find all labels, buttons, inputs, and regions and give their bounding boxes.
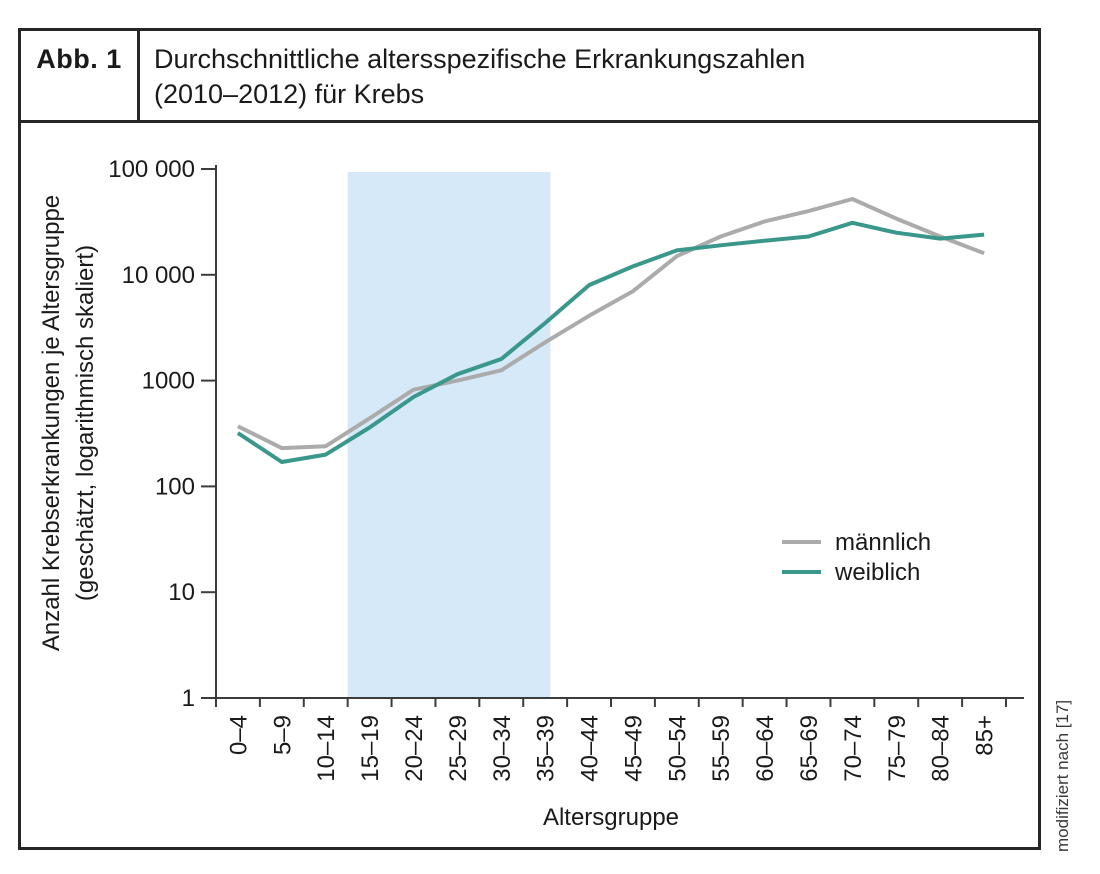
chart-area: 100 000 10 000 1000 100 10 1 0–4 5–9 10–14 15–19 2… xyxy=(21,123,1038,847)
figure-title: Durchschnittliche altersspezifische Erkr… xyxy=(140,31,1038,120)
x-tick-label: 85+ xyxy=(972,715,999,756)
x-tick-label: 20–24 xyxy=(401,715,428,782)
highlight-band xyxy=(347,172,551,698)
x-tick-label: 25–29 xyxy=(445,715,472,782)
x-tick-label: 10–14 xyxy=(313,715,340,782)
x-tick-label: 0–4 xyxy=(225,715,252,755)
y-tick-label: 1000 xyxy=(142,368,195,395)
figure-title-line2: (2010–2012) für Krebs xyxy=(154,79,425,109)
y-tick-label: 100 000 xyxy=(108,156,195,183)
figure-box: Abb. 1 Durchschnittliche altersspezifisc… xyxy=(18,28,1041,850)
x-tick-label: 75–79 xyxy=(884,715,911,782)
y-tick-label: 10 000 xyxy=(122,262,195,289)
y-axis-title-line1: Anzahl Krebserkrankungen je Altersgruppe xyxy=(38,195,65,651)
figure-title-line1: Durchschnittliche altersspezifische Erkr… xyxy=(154,44,806,74)
x-tick-label: 30–34 xyxy=(489,715,516,782)
x-tick-label: 60–64 xyxy=(752,715,779,782)
figure-header: Abb. 1 Durchschnittliche altersspezifisc… xyxy=(21,31,1038,123)
y-axis-title-line2: (geschätzt, logarithmisch skaliert) xyxy=(72,245,99,601)
figure-label-text: Abb. 1 xyxy=(36,44,122,74)
x-tick-label: 40–44 xyxy=(577,715,604,782)
x-tick-label: 45–49 xyxy=(620,715,647,782)
legend-label-maennlich: männlich xyxy=(835,529,931,556)
y-tick-label: 1 xyxy=(182,685,195,712)
x-tick-label: 70–74 xyxy=(840,715,867,782)
series-line-maennlich xyxy=(237,197,985,451)
figure-label: Abb. 1 xyxy=(21,31,140,120)
y-tick-label: 100 xyxy=(155,473,195,500)
x-tick-label: 80–84 xyxy=(928,715,955,782)
x-tick-label: 65–69 xyxy=(796,715,823,782)
x-tick-label: 55–59 xyxy=(708,715,735,782)
source-caption: modifiziert nach [17] xyxy=(1053,699,1072,852)
x-axis-title: Altersgruppe xyxy=(543,804,679,831)
series-line-weiblich xyxy=(236,220,985,464)
legend-label-weiblich: weiblich xyxy=(834,559,920,586)
x-tick-label: 15–19 xyxy=(357,715,384,782)
x-tick-label: 5–9 xyxy=(269,715,296,755)
x-tick-label: 50–54 xyxy=(664,715,691,782)
line-chart: 100 000 10 000 1000 100 10 1 0–4 5–9 10–14 15–19 2… xyxy=(38,156,1024,831)
x-tick-label: 35–39 xyxy=(533,715,560,782)
y-tick-label: 10 xyxy=(168,579,195,606)
